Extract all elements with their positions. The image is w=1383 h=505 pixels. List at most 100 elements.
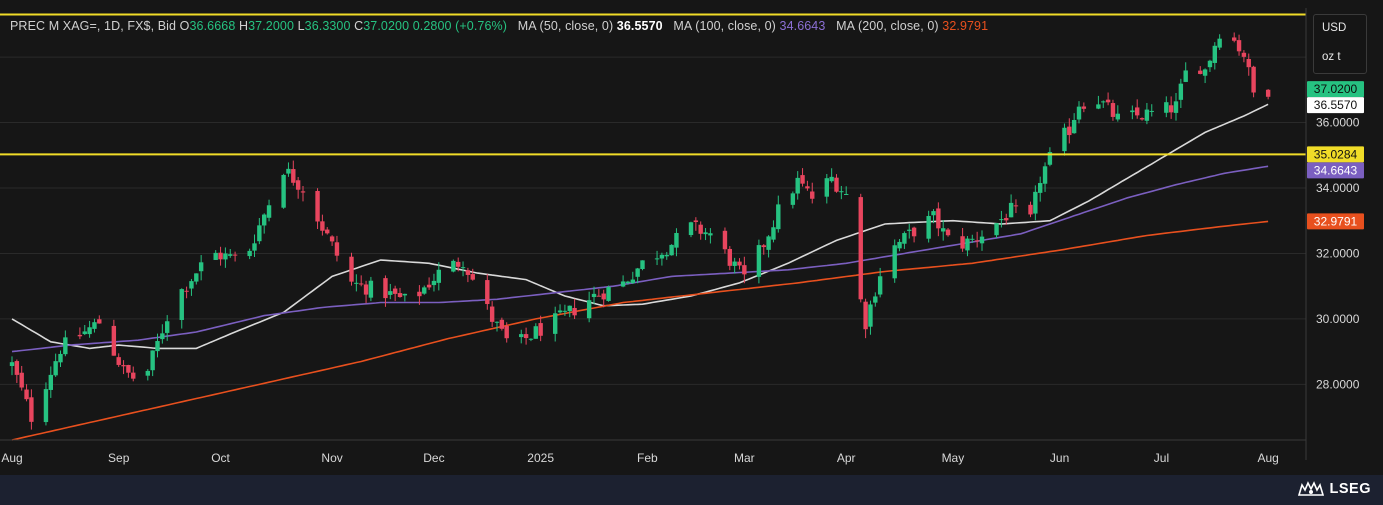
candle — [528, 338, 534, 342]
candle — [218, 246, 223, 266]
candle — [82, 324, 87, 336]
grid — [0, 56, 1306, 385]
footer-bar: LSEG — [0, 475, 1383, 505]
candle — [892, 239, 897, 283]
candle — [24, 384, 29, 402]
candle — [232, 251, 238, 262]
price-tags: 37.0200 36.5570 35.0284 34.6643 32.9791 — [1307, 81, 1364, 230]
candle — [131, 366, 136, 382]
candle — [368, 276, 374, 302]
candle — [92, 318, 97, 333]
candle — [43, 382, 49, 426]
candle — [198, 255, 204, 281]
candle — [397, 287, 403, 298]
candle — [907, 223, 912, 239]
chart-panel[interactable]: 28.000030.000032.000034.000036.000038.00… — [0, 0, 1383, 475]
candle — [873, 292, 878, 307]
price-chart[interactable]: 28.000030.000032.000034.000036.000038.00… — [0, 0, 1383, 475]
candle — [523, 327, 529, 345]
candle — [1212, 42, 1217, 70]
legend-low-label: L — [297, 19, 305, 33]
candle — [116, 353, 121, 367]
ma200-line — [11, 220, 1269, 441]
lion-icon — [1297, 481, 1324, 496]
candle — [635, 267, 640, 284]
ma50-line — [11, 103, 1269, 350]
candle — [761, 244, 766, 255]
candle — [877, 267, 883, 298]
candle — [111, 319, 117, 356]
horizontal-lines[interactable] — [0, 13, 1306, 156]
candle — [931, 209, 936, 224]
candle — [1202, 68, 1208, 84]
candle — [58, 350, 63, 367]
x-tick-label: Aug — [1257, 451, 1278, 465]
candle — [504, 322, 509, 343]
candle — [266, 199, 272, 222]
candle — [1207, 59, 1213, 72]
candle — [349, 252, 354, 286]
candle — [538, 315, 543, 342]
candle — [941, 220, 946, 241]
candle — [722, 227, 728, 254]
candle — [1042, 162, 1048, 192]
candle — [693, 217, 699, 231]
candle — [863, 298, 868, 339]
candle — [150, 350, 155, 377]
candle — [262, 213, 267, 234]
candle — [1028, 201, 1033, 218]
candle — [742, 256, 747, 284]
candle — [1178, 78, 1184, 108]
legend-ma50-value: 36.5570 — [616, 19, 663, 33]
candle — [126, 364, 131, 378]
candle — [1081, 102, 1087, 113]
candle — [824, 173, 829, 204]
candle — [189, 278, 194, 296]
x-tick-label: 2025 — [527, 451, 554, 465]
candle — [489, 301, 495, 327]
svg-text:34.6643: 34.6643 — [1314, 163, 1358, 177]
candle — [703, 228, 708, 241]
x-tick-label: Aug — [1, 451, 22, 465]
unit-selector[interactable]: USD oz t — [1313, 14, 1367, 74]
candle — [1139, 117, 1145, 121]
candle — [223, 247, 228, 268]
candle — [295, 176, 301, 199]
candle — [1101, 100, 1106, 108]
legend-close-label: C — [354, 19, 364, 33]
candle — [945, 228, 951, 237]
candle — [1265, 89, 1271, 100]
candle — [606, 285, 611, 302]
svg-text:37.0200: 37.0200 — [1314, 82, 1358, 96]
candle — [325, 227, 330, 235]
candle — [77, 327, 83, 340]
candle — [533, 323, 538, 339]
x-tick-label: May — [942, 451, 965, 465]
candle — [625, 280, 631, 285]
candle — [1008, 194, 1014, 218]
candle — [436, 262, 441, 291]
legend-ma100-value: 34.6643 — [779, 19, 826, 33]
candle — [669, 244, 674, 256]
price-tag-orange: 32.9791 — [1307, 213, 1364, 230]
candle — [994, 223, 999, 239]
candle — [1076, 101, 1082, 124]
candle — [194, 273, 199, 285]
candle — [562, 304, 568, 316]
candle — [868, 300, 873, 335]
svg-text:36.5570: 36.5570 — [1314, 98, 1358, 112]
candle — [1067, 118, 1072, 144]
x-tick-label: Mar — [734, 451, 755, 465]
legend-close: 37.0200 — [363, 19, 410, 33]
legend-ma100-label: MA (100, close, 0) — [673, 19, 776, 33]
candle — [1105, 92, 1111, 106]
candle — [460, 261, 466, 277]
candle — [1013, 199, 1019, 214]
candle — [1004, 213, 1009, 225]
candle — [795, 171, 800, 200]
legend-instrument: PREC M XAG=, 1D, FX$, Bid — [10, 19, 177, 33]
candle — [1047, 147, 1053, 167]
candle — [979, 230, 985, 251]
candle — [155, 333, 160, 358]
candle — [392, 285, 398, 302]
